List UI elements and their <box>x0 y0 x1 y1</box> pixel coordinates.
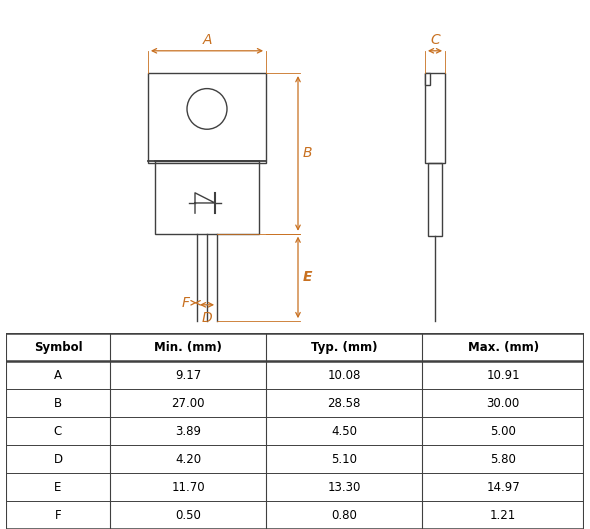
Text: 5.00: 5.00 <box>490 425 516 437</box>
Text: 30.00: 30.00 <box>487 397 520 409</box>
Bar <box>425 73 445 162</box>
Text: C: C <box>430 33 440 47</box>
Bar <box>148 73 266 162</box>
Text: C: C <box>54 425 62 437</box>
Text: Max. (mm): Max. (mm) <box>468 341 539 354</box>
Text: Symbol: Symbol <box>34 341 82 354</box>
Text: 1.21: 1.21 <box>490 508 516 522</box>
Text: 10.08: 10.08 <box>327 369 361 382</box>
Text: 27.00: 27.00 <box>171 397 205 409</box>
Text: 3.89: 3.89 <box>175 425 201 437</box>
Text: E: E <box>303 270 313 285</box>
Text: F: F <box>55 508 61 522</box>
Text: 4.20: 4.20 <box>175 453 201 466</box>
Text: A: A <box>202 33 212 47</box>
Bar <box>428 162 442 236</box>
Text: F: F <box>182 296 190 310</box>
Text: 0.80: 0.80 <box>331 508 357 522</box>
Text: 13.30: 13.30 <box>327 480 361 494</box>
Text: 14.97: 14.97 <box>486 480 520 494</box>
Text: 5.80: 5.80 <box>490 453 516 466</box>
Text: 9.17: 9.17 <box>175 369 201 382</box>
Text: Min. (mm): Min. (mm) <box>154 341 222 354</box>
Text: 10.91: 10.91 <box>486 369 520 382</box>
Text: Typ. (mm): Typ. (mm) <box>311 341 378 354</box>
Text: B: B <box>54 397 62 409</box>
Text: E: E <box>54 480 61 494</box>
Text: 28.58: 28.58 <box>327 397 361 409</box>
Text: A: A <box>54 369 62 382</box>
Bar <box>155 160 259 234</box>
Bar <box>425 73 430 85</box>
Text: 5.10: 5.10 <box>331 453 357 466</box>
Text: D: D <box>53 453 63 466</box>
Text: 11.70: 11.70 <box>171 480 205 494</box>
Text: D: D <box>202 311 212 325</box>
Text: 0.50: 0.50 <box>175 508 201 522</box>
Text: B: B <box>303 147 313 160</box>
Text: 4.50: 4.50 <box>331 425 357 437</box>
